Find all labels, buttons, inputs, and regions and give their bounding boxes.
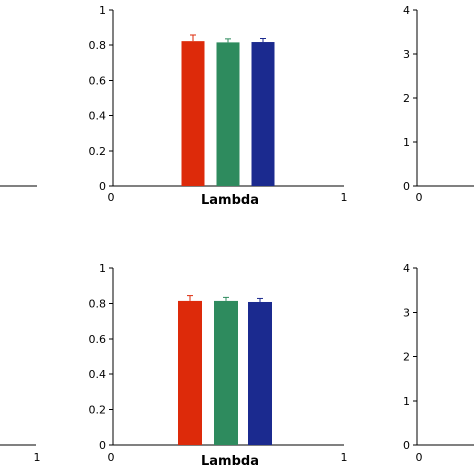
bar (214, 300, 238, 445)
y-tick-label: 0.4 (89, 368, 107, 381)
y-tick-label: 0 (99, 439, 106, 452)
bar (251, 42, 275, 187)
x-tick-label: 1 (341, 451, 348, 464)
bar (248, 301, 272, 445)
bar (181, 41, 205, 186)
y-tick-label: 4 (403, 262, 410, 275)
x-tick-label: 0 (416, 451, 423, 464)
y-tick-label: 2 (403, 351, 410, 364)
y-tick-label: 1 (99, 4, 106, 17)
y-tick-label: 0.2 (89, 145, 107, 158)
y-tick-label: 3 (403, 306, 410, 319)
y-tick-label: 2 (403, 92, 410, 105)
y-tick-label: 0.8 (89, 297, 107, 310)
bar (216, 42, 240, 186)
y-tick-label: 0.6 (89, 333, 107, 346)
y-tick-label: 0.2 (89, 404, 107, 417)
x-axis-label: Lambda (201, 454, 259, 469)
chart-left-fragments: 1 (0, 185, 41, 464)
x-tick-label: 1 (341, 191, 348, 204)
y-tick-label: 0 (403, 180, 410, 193)
x-axis-label: Lambda (201, 193, 259, 208)
chart-lambda-bottom: 0 0.2 0.4 0.6 0.8 1 0 1 Lambda (89, 262, 348, 469)
y-tick-label: 1 (403, 136, 410, 149)
chart-right-bottom: 0 1 2 3 4 0 (403, 262, 474, 464)
y-tick-label: 3 (403, 48, 410, 61)
x-tick-label: 0 (108, 191, 115, 204)
bar (178, 300, 202, 445)
y-tick-label: 0.6 (89, 74, 107, 87)
y-tick-label: 0 (403, 439, 410, 452)
chart-lambda-top: 0 0.2 0.4 0.6 0.8 1 0 1 Lambda (89, 4, 348, 208)
y-tick-label: 0.4 (89, 110, 107, 123)
y-tick-label: 1 (403, 395, 410, 408)
x-tick-label: 1 (34, 451, 41, 464)
y-tick-label: 4 (403, 4, 410, 17)
y-tick-label: 1 (99, 262, 106, 275)
y-tick-label: 0.8 (89, 39, 107, 52)
chart-right-top: 0 1 2 3 4 0 (403, 4, 474, 204)
y-tick-label: 0 (99, 180, 106, 193)
x-tick-label: 0 (416, 191, 423, 204)
x-tick-label: 0 (108, 451, 115, 464)
